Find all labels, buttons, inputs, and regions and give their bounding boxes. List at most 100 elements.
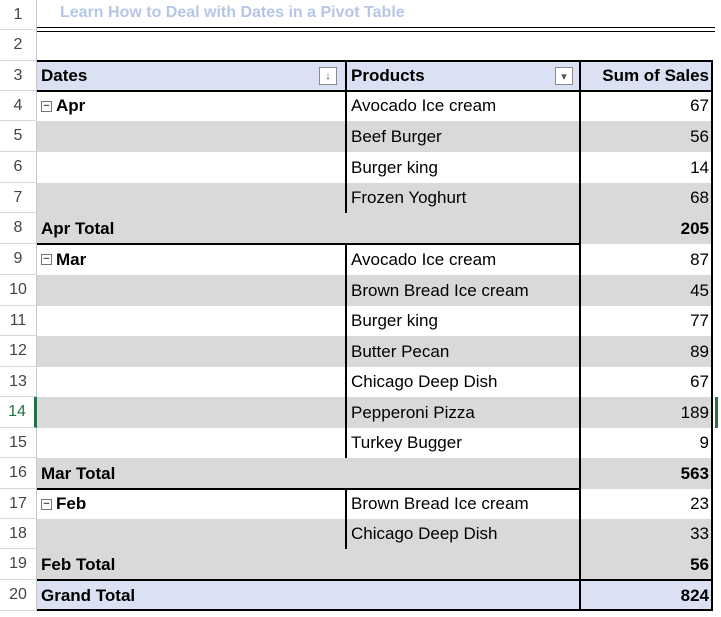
date-cell[interactable] — [37, 152, 346, 183]
row-shading — [37, 519, 713, 549]
row-header[interactable]: 20 — [0, 580, 37, 611]
row-header[interactable]: 13 — [0, 367, 37, 397]
sales-value[interactable]: 189 — [680, 402, 709, 422]
sales-value[interactable]: 67 — [690, 96, 709, 115]
sum-of-sales-header[interactable]: Sum of Sales — [602, 66, 709, 85]
sales-value[interactable]: 56 — [690, 126, 709, 146]
total-label[interactable]: Apr Total — [41, 218, 115, 238]
product-cell[interactable]: Chicago Deep Dish — [351, 524, 498, 543]
sales-value[interactable]: 87 — [690, 249, 709, 269]
product-cell[interactable]: Brown Bread Ice cream — [351, 494, 529, 513]
row-header[interactable]: 3 — [0, 61, 37, 91]
row-header[interactable]: 7 — [0, 183, 37, 213]
products-header[interactable]: Products — [351, 66, 425, 85]
product-cell[interactable]: Avocado Ice cream — [351, 249, 497, 269]
sales-value[interactable]: 9 — [699, 433, 709, 452]
row-header[interactable]: 6 — [0, 152, 37, 183]
pivot-data-row[interactable]: Chicago Deep Dish 33 — [37, 519, 713, 549]
pivot-data-row[interactable]: Chicago Deep Dish 67 — [37, 367, 713, 397]
sales-value[interactable]: 67 — [690, 372, 709, 391]
filter-dropdown-icon[interactable]: ▾ — [555, 67, 573, 85]
row-header[interactable]: 1 — [0, 0, 37, 30]
total-label[interactable]: Mar Total — [41, 463, 116, 483]
sales-value[interactable]: 68 — [690, 188, 709, 207]
date-cell[interactable] — [37, 367, 346, 397]
sales-value[interactable]: 14 — [690, 157, 709, 177]
product-cell[interactable]: Pepperoni Pizza — [351, 402, 475, 422]
pivot-border — [37, 488, 580, 490]
row-header[interactable]: 4 — [0, 91, 37, 121]
row-header[interactable]: 9 — [0, 244, 37, 275]
row-header[interactable]: 12 — [0, 336, 37, 367]
date-cell[interactable] — [37, 428, 346, 458]
row-header[interactable]: 15 — [0, 428, 37, 458]
sales-value[interactable]: 45 — [690, 280, 709, 300]
pivot-data-row[interactable]: Butter Pecan 89 — [37, 336, 713, 367]
group-total-row[interactable]: Mar Total 563 — [37, 458, 713, 489]
sales-value[interactable]: 23 — [690, 494, 709, 513]
pivot-data-row[interactable]: Brown Bread Ice cream 45 — [37, 275, 713, 306]
date-cell[interactable] — [37, 336, 346, 367]
group-total-row[interactable]: Feb Total 56 — [37, 549, 713, 580]
pivot-data-row[interactable]: − Feb Brown Bread Ice cream 23 — [37, 489, 713, 519]
pivot-data-row[interactable]: Pepperoni Pizza 189 — [37, 397, 713, 428]
row-header[interactable]: 14 — [0, 397, 37, 428]
dates-header[interactable]: Dates — [41, 66, 88, 85]
row-header[interactable]: 11 — [0, 306, 37, 336]
month-label: Feb — [56, 494, 87, 513]
sales-value[interactable]: 77 — [690, 311, 709, 330]
group-total-row[interactable]: Apr Total 205 — [37, 213, 713, 244]
product-cell[interactable]: Beef Burger — [351, 126, 442, 146]
date-cell[interactable] — [37, 306, 346, 336]
pivot-data-row[interactable]: Burger king 77 — [37, 306, 713, 336]
total-value[interactable]: 563 — [680, 463, 709, 483]
row-header[interactable]: 10 — [0, 275, 37, 306]
sales-value[interactable]: 33 — [690, 524, 709, 543]
pivot-border — [37, 60, 713, 62]
row-shading — [37, 121, 713, 152]
pivot-data-row[interactable]: − Mar Avocado Ice cream 87 — [37, 244, 713, 275]
row-header[interactable]: 5 — [0, 121, 37, 152]
pivot-header-row[interactable]: Dates Products Sum of Sales ↓ ▾ — [37, 61, 713, 91]
pivot-data-row[interactable]: Turkey Bugger 9 — [37, 428, 713, 458]
pivot-border — [37, 243, 580, 245]
total-label[interactable]: Feb Total — [41, 554, 116, 574]
date-cell[interactable]: − Feb — [37, 489, 346, 519]
total-value[interactable]: 205 — [680, 218, 709, 238]
row-header[interactable]: 17 — [0, 489, 37, 519]
grand-total-label[interactable]: Grand Total — [41, 585, 136, 605]
collapse-icon[interactable]: − — [41, 498, 52, 510]
date-cell[interactable]: − Mar — [37, 244, 346, 275]
product-cell[interactable]: Turkey Bugger — [351, 433, 462, 452]
sort-filter-dropdown-icon[interactable]: ↓ — [319, 67, 337, 85]
date-cell[interactable] — [37, 121, 346, 152]
product-cell[interactable]: Avocado Ice cream — [351, 96, 497, 115]
row-header[interactable]: 19 — [0, 549, 37, 580]
grand-total-value[interactable]: 824 — [680, 585, 709, 605]
date-cell[interactable] — [37, 397, 346, 428]
grand-total-row[interactable]: Grand Total 824 — [37, 580, 713, 611]
date-cell[interactable]: − Apr — [37, 91, 346, 121]
row-header[interactable]: 16 — [0, 458, 37, 489]
product-cell[interactable]: Brown Bread Ice cream — [351, 280, 529, 300]
row-header[interactable]: 8 — [0, 213, 37, 244]
row-header[interactable]: 2 — [0, 30, 37, 61]
collapse-icon[interactable]: − — [41, 254, 52, 265]
total-value[interactable]: 56 — [690, 554, 709, 574]
pivot-data-row[interactable]: − Apr Avocado Ice cream 67 — [37, 91, 713, 121]
row-header[interactable]: 18 — [0, 519, 37, 549]
pivot-data-row[interactable]: Burger king 14 — [37, 152, 713, 183]
date-cell[interactable] — [37, 275, 346, 306]
product-cell[interactable]: Chicago Deep Dish — [351, 372, 498, 391]
product-cell[interactable]: Butter Pecan — [351, 341, 450, 361]
pivot-border — [579, 61, 581, 611]
date-cell[interactable] — [37, 183, 346, 213]
collapse-icon[interactable]: − — [41, 100, 52, 112]
product-cell[interactable]: Burger king — [351, 311, 438, 330]
pivot-data-row[interactable]: Beef Burger 56 — [37, 121, 713, 152]
sales-value[interactable]: 89 — [690, 341, 709, 361]
product-cell[interactable]: Burger king — [351, 157, 438, 177]
pivot-data-row[interactable]: Frozen Yoghurt 68 — [37, 183, 713, 213]
product-cell[interactable]: Frozen Yoghurt — [351, 188, 467, 207]
date-cell[interactable] — [37, 519, 346, 549]
